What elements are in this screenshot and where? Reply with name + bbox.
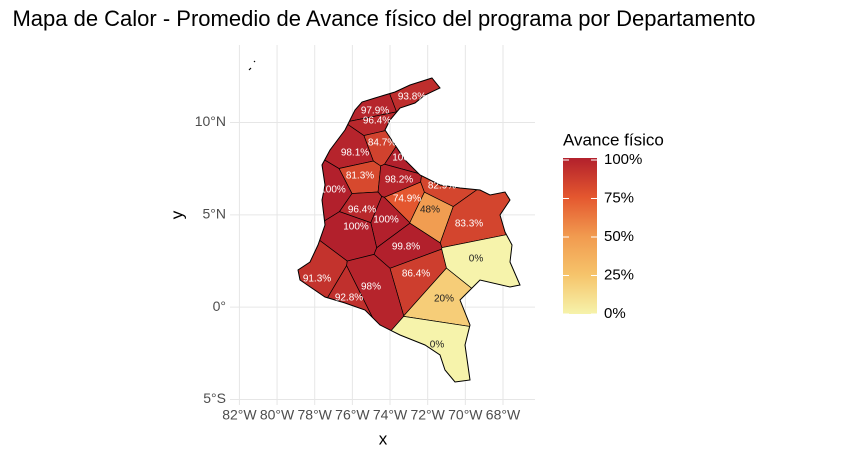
x-tick-label: 72°W [410,407,445,423]
region-label: 98.2% [385,175,413,186]
region-label: 86.4% [402,269,430,280]
region-label: 100% [320,185,346,196]
region-label: 0% [469,254,484,265]
region-label: 96.4% [363,116,391,127]
region-label: 99.8% [392,242,420,253]
region-labels: 93.8%97.9%96.4%84.7%98.1% 100%81.3% 98.2%8… [303,92,484,351]
region-label: 92.8% [335,293,363,304]
region-label: 82.9% [428,181,456,192]
legend-label: 25% [604,266,634,283]
legend-label: 0% [604,305,626,322]
region-label: 48% [420,205,440,216]
region-label: 20% [434,294,454,305]
x-tick-label: 78°W [298,407,333,423]
chart-title: Mapa de Calor - Promedio de Avance físic… [12,6,755,31]
y-axis-label: y [167,210,186,219]
island [248,60,256,71]
legend-label: 75% [604,189,634,206]
region-label: 93.8% [398,92,426,103]
y-tick-label: 10°N [195,113,226,129]
region-label: 100% [343,222,369,233]
region-label: 84.7% [368,138,396,149]
x-tick-label: 74°W [373,407,408,423]
region-label: 83.3% [455,219,483,230]
x-axis-label: x [379,429,388,448]
legend-label: 50% [604,228,634,245]
x-tick-label: 70°W [448,407,483,423]
legend-title: Avance físico [563,130,664,149]
region-label: 91.3% [303,274,331,285]
y-tick-label: 0° [213,298,226,314]
region-label: 98.1% [341,148,369,159]
region-label: 100% [392,153,418,164]
x-tick-label: 82°W [222,407,257,423]
y-tick-label: 5°N [203,206,227,222]
region-label: 98% [361,282,381,293]
region-label: 96.4% [348,205,376,216]
legend: 0% 25% 50% 75% 100% [563,151,642,322]
x-tick-label: 80°W [260,407,295,423]
region-label: 100% [373,215,399,226]
y-tick-label: 5°S [203,390,226,406]
x-tick-label: 76°W [335,407,370,423]
legend-colorbar [563,158,597,314]
region-label: 0% [430,340,445,351]
legend-label: 100% [604,151,642,168]
x-tick-label: 68°W [486,407,521,423]
region-label: 74.9% [393,194,421,205]
region-label: 97.9% [361,106,389,117]
region-label: 81.3% [346,171,374,182]
